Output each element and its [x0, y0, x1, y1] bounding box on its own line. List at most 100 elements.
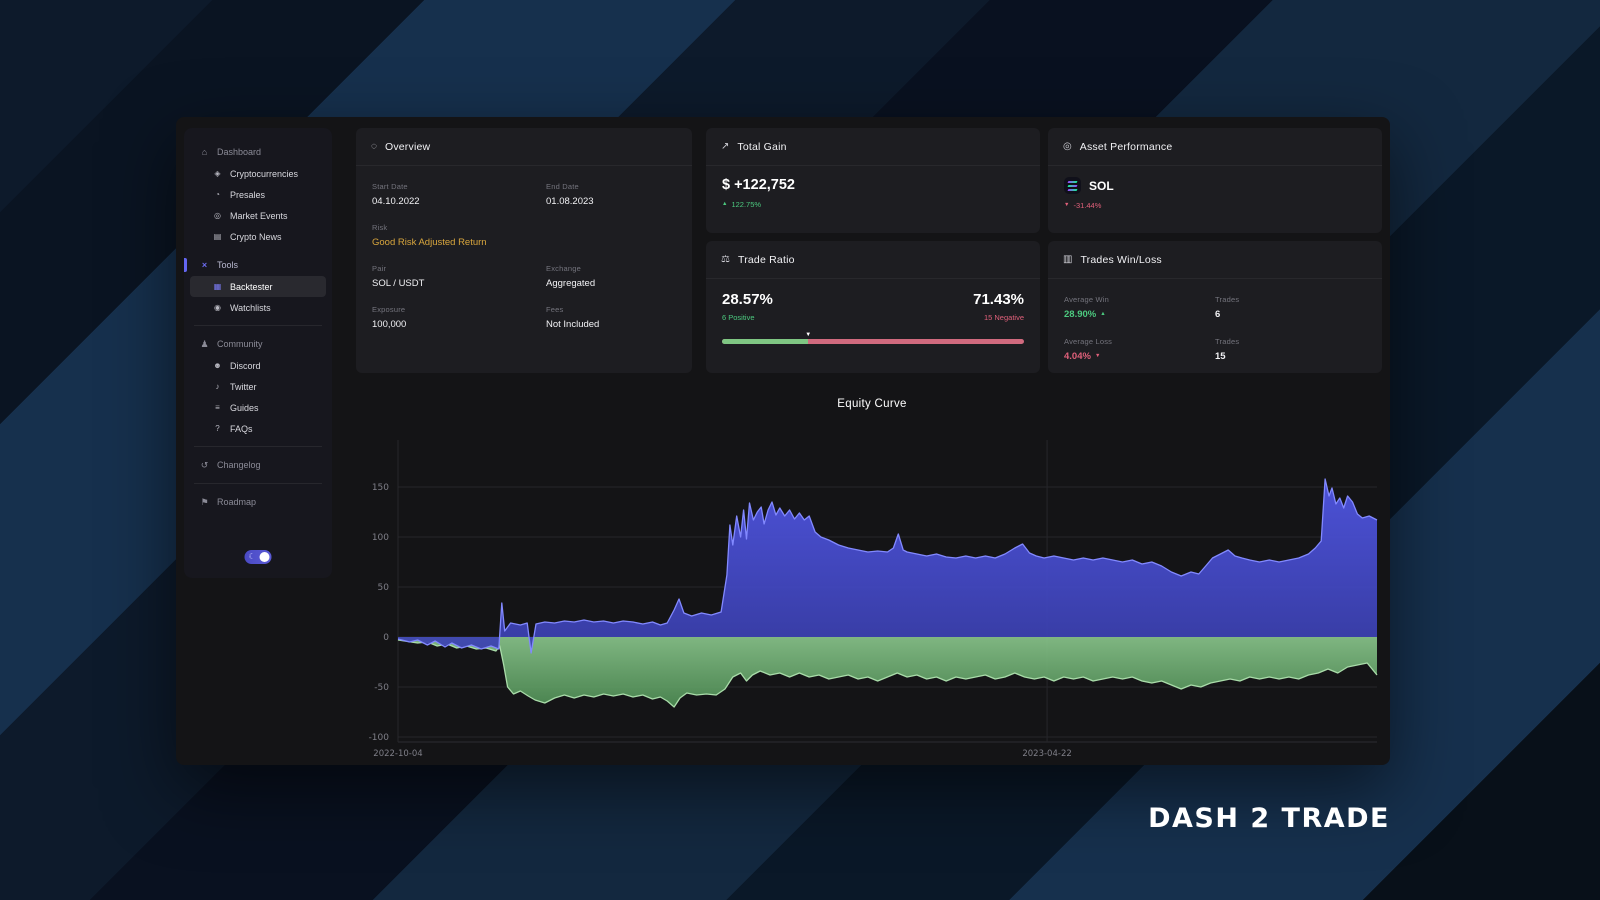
positive-side: 28.57% 6 Positive — [722, 291, 773, 322]
sidebar-label: Dashboard — [217, 147, 262, 157]
trades-win-loss-header: ▥ Trades Win/Loss — [1048, 241, 1382, 279]
overview-icon: ◌ — [371, 141, 377, 152]
sidebar-item-crypto-news[interactable]: ▤ Crypto News — [184, 226, 332, 247]
history-icon: ↺ — [200, 459, 209, 470]
svg-text:2022-10-04: 2022-10-04 — [373, 749, 422, 759]
negative-side: 71.43% 15 Negative — [973, 291, 1024, 322]
win-trades-count: 6 — [1215, 309, 1221, 320]
sidebar-item-community[interactable]: ♟ Community — [184, 333, 332, 355]
svg-text:-50: -50 — [374, 683, 389, 693]
svg-text:150: 150 — [372, 483, 389, 493]
asset-performance-title: Asset Performance — [1079, 140, 1173, 153]
active-section-indicator — [184, 258, 187, 272]
field-end-date: End Date 01.08.2023 — [546, 182, 676, 207]
sidebar-item-tools[interactable]: × Tools — [184, 254, 332, 276]
field-label: Average Loss — [1064, 337, 1113, 346]
sidebar-item-presales[interactable]: ◔ Presales — [184, 184, 332, 205]
users-icon: ♟ — [200, 338, 209, 349]
field-fees: Fees Not Included — [546, 305, 676, 330]
news-icon: ▤ — [213, 232, 222, 241]
drawdown-line — [397, 639, 1378, 708]
positive-count: 6 Positive — [722, 313, 755, 322]
field-value: SOL / USDT — [372, 278, 425, 289]
equity-area — [398, 479, 1377, 653]
asset-icon: ◎ — [1063, 141, 1072, 152]
svg-text:-100: -100 — [369, 733, 390, 743]
field-pair: Pair SOL / USDT — [372, 264, 546, 289]
discord-icon: ☻ — [213, 361, 222, 370]
sidebar-label: Discord — [230, 360, 261, 371]
field-label: Start Date — [372, 182, 408, 191]
sidebar-item-dashboard[interactable]: ⌂ Dashboard — [184, 141, 332, 163]
field-label: Exposure — [372, 305, 406, 314]
solana-bar — [1067, 180, 1078, 183]
asset-change: ▼ -31.44% — [1064, 201, 1366, 210]
sidebar-label: Tools — [217, 260, 239, 270]
negative-percent: 71.43% — [973, 291, 1024, 308]
asset-performance-card: ◎ Asset Performance SOL ▼ -31.44% — [1048, 128, 1382, 233]
average-win-value: 28.90% ▲ — [1064, 309, 1215, 320]
divider — [194, 446, 322, 447]
sidebar-item-backtester[interactable]: ▦ Backtester — [190, 276, 326, 297]
trade-ratio-card: ⚖ Trade Ratio 28.57% 6 Positive 71.43% 1… — [706, 241, 1040, 373]
total-gain-body: $ +122,752 ▲ 122.75% — [706, 166, 1040, 209]
sidebar-label: Crypto News — [230, 231, 282, 242]
sidebar-item-changelog[interactable]: ↺ Changelog — [184, 454, 332, 476]
theme-toggle[interactable]: ☾ — [244, 550, 272, 564]
solana-bar — [1067, 188, 1078, 191]
trade-ratio-title: Trade Ratio — [737, 253, 795, 266]
scale-icon: ⚖ — [721, 254, 730, 265]
sidebar-label: Watchlists — [230, 302, 271, 313]
positive-percent: 28.57% — [722, 291, 773, 308]
trend-up-icon: ↗ — [721, 141, 730, 152]
moon-icon: ☾ — [248, 552, 256, 561]
triangle-up-icon: ▲ — [722, 200, 728, 207]
trades-win-loss-title: Trades Win/Loss — [1080, 253, 1162, 266]
negative-count: 15 Negative — [983, 313, 1024, 322]
average-loss-number: 4.04% — [1064, 351, 1091, 362]
overview-card: ◌ Overview Start Date 04.10.2022 End Dat… — [356, 128, 692, 373]
trade-ratio-body: 28.57% 6 Positive 71.43% 15 Negative ▼ — [706, 279, 1040, 344]
field-value: Aggregated — [546, 278, 596, 289]
field-label: Exchange — [546, 264, 581, 273]
asset-symbol: SOL — [1089, 178, 1114, 193]
eye-icon: ◉ — [214, 303, 221, 312]
chart-title: Equity Curve — [837, 398, 907, 410]
solana-bar — [1067, 184, 1078, 187]
svg-text:2023-04-22: 2023-04-22 — [1022, 749, 1071, 759]
sidebar-item-twitter[interactable]: ♪ Twitter — [184, 376, 332, 397]
tools-icon: × — [201, 260, 208, 270]
field-label: Trades — [1215, 295, 1240, 304]
loss-trades-count: 15 — [1215, 351, 1226, 362]
ratio-bar-marker[interactable]: ▼ — [805, 332, 812, 338]
sidebar-label: Community — [217, 339, 263, 349]
coins-icon: ◈ — [214, 169, 221, 178]
svg-text:0: 0 — [383, 633, 389, 643]
sidebar-item-discord[interactable]: ☻ Discord — [184, 355, 332, 376]
loss-trades-field: Trades 15 — [1215, 337, 1366, 362]
sidebar-item-guides[interactable]: ≡ Guides — [184, 397, 332, 418]
average-win-number: 28.90% — [1064, 309, 1097, 320]
field-label: Average Win — [1064, 295, 1109, 304]
sidebar-label: Changelog — [217, 460, 261, 470]
sidebar-item-watchlists[interactable]: ◉ Watchlists — [184, 297, 332, 318]
toggle-knob — [259, 552, 270, 562]
divider — [194, 325, 322, 326]
svg-text:50: 50 — [378, 583, 390, 593]
average-loss-value: 4.04% ▼ — [1064, 351, 1215, 362]
trades-win-loss-card: ▥ Trades Win/Loss Average Win 28.90% ▲ T… — [1048, 241, 1382, 373]
field-value: 01.08.2023 — [546, 196, 594, 207]
sidebar-item-faqs[interactable]: ? FAQs — [184, 418, 332, 439]
field-label: Risk — [372, 223, 388, 232]
asset-row: SOL — [1064, 177, 1366, 194]
sidebar-item-market-events[interactable]: ◎ Market Events — [184, 205, 332, 226]
sidebar-label: Twitter — [230, 381, 257, 392]
sidebar-label: Cryptocurrencies — [230, 168, 299, 179]
drawdown-area — [398, 637, 1377, 707]
win-trades-field: Trades 6 — [1215, 295, 1366, 320]
faq-icon: ? — [215, 424, 220, 433]
sidebar-label: Roadmap — [217, 497, 257, 507]
sidebar-item-cryptocurrencies[interactable]: ◈ Cryptocurrencies — [184, 163, 332, 184]
sidebar-item-roadmap[interactable]: ⚑ Roadmap — [184, 491, 332, 513]
